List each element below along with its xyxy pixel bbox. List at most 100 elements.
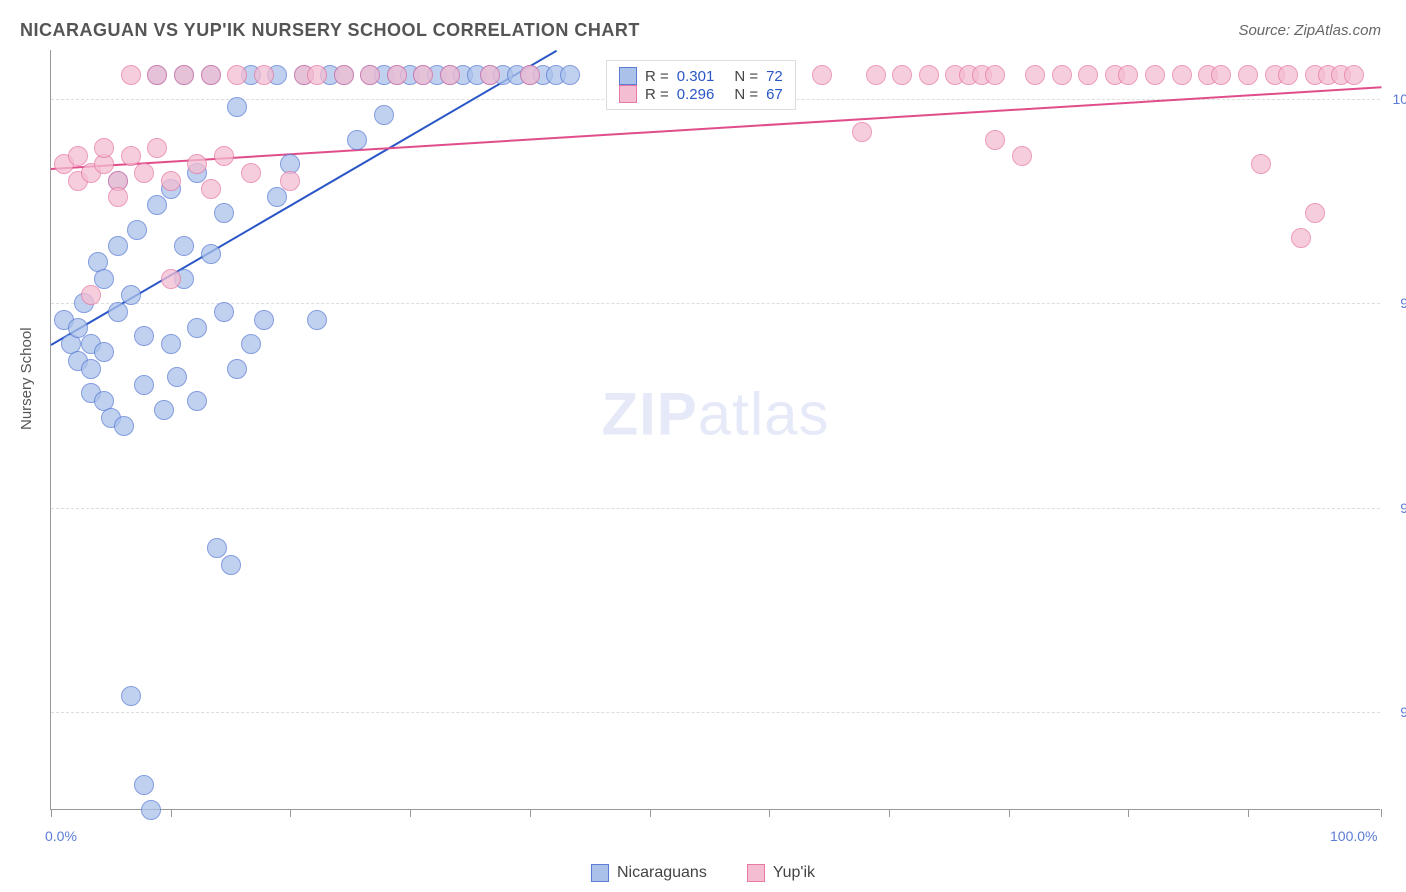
- x-tick: [290, 809, 291, 817]
- data-point: [985, 65, 1005, 85]
- swatch-icon: [747, 864, 765, 882]
- data-point: [121, 65, 141, 85]
- legend-label: Nicaraguans: [617, 864, 707, 882]
- data-point: [161, 171, 181, 191]
- data-point: [147, 65, 167, 85]
- x-tick: [1009, 809, 1010, 817]
- data-point: [334, 65, 354, 85]
- data-point: [214, 203, 234, 223]
- r-value: 0.296: [677, 86, 715, 103]
- n-value: 72: [766, 68, 783, 85]
- data-point: [94, 138, 114, 158]
- legend-item-nicaraguans: Nicaraguans: [591, 864, 707, 882]
- y-axis-title: Nursery School: [18, 327, 35, 430]
- watermark-bold: ZIP: [601, 381, 697, 448]
- gridline: [51, 303, 1380, 304]
- r-label: R =: [645, 86, 669, 103]
- data-point: [374, 105, 394, 125]
- data-point: [1078, 65, 1098, 85]
- data-point: [214, 146, 234, 166]
- data-point: [141, 800, 161, 820]
- legend-bottom: Nicaraguans Yup'ik: [591, 864, 815, 882]
- n-label: N =: [734, 86, 758, 103]
- x-tick: [530, 809, 531, 817]
- data-point: [1052, 65, 1072, 85]
- source-label: Source: ZipAtlas.com: [1238, 22, 1381, 39]
- x-tick: [1381, 809, 1382, 817]
- x-tick: [650, 809, 651, 817]
- data-point: [1118, 65, 1138, 85]
- data-point: [1251, 154, 1271, 174]
- r-label: R =: [645, 68, 669, 85]
- data-point: [267, 187, 287, 207]
- data-point: [1211, 65, 1231, 85]
- stats-legend-row: R = 0.301 N = 72: [619, 67, 783, 85]
- data-point: [161, 334, 181, 354]
- data-point: [387, 65, 407, 85]
- data-point: [227, 359, 247, 379]
- x-tick: [1248, 809, 1249, 817]
- stats-legend: R = 0.301 N = 72 R = 0.296 N = 67: [606, 60, 796, 110]
- data-point: [413, 65, 433, 85]
- swatch-icon: [619, 67, 637, 85]
- data-point: [94, 269, 114, 289]
- data-point: [187, 318, 207, 338]
- x-tick-label: 0.0%: [45, 828, 77, 844]
- y-tick-label: 95.0%: [1400, 500, 1406, 516]
- data-point: [201, 179, 221, 199]
- x-tick: [410, 809, 411, 817]
- data-point: [1238, 65, 1258, 85]
- data-point: [187, 391, 207, 411]
- y-tick-label: 100.0%: [1393, 91, 1406, 107]
- data-point: [1145, 65, 1165, 85]
- data-point: [480, 65, 500, 85]
- data-point: [360, 65, 380, 85]
- gridline: [51, 712, 1380, 713]
- data-point: [108, 302, 128, 322]
- data-point: [108, 236, 128, 256]
- data-point: [985, 130, 1005, 150]
- chart-container: NICARAGUAN VS YUP'IK NURSERY SCHOOL CORR…: [0, 0, 1406, 892]
- data-point: [520, 65, 540, 85]
- data-point: [1012, 146, 1032, 166]
- data-point: [147, 138, 167, 158]
- data-point: [127, 220, 147, 240]
- data-point: [167, 367, 187, 387]
- data-point: [892, 65, 912, 85]
- data-point: [108, 187, 128, 207]
- n-value: 67: [766, 86, 783, 103]
- data-point: [187, 154, 207, 174]
- data-point: [121, 686, 141, 706]
- data-point: [440, 65, 460, 85]
- data-point: [254, 65, 274, 85]
- x-tick: [171, 809, 172, 817]
- data-point: [134, 375, 154, 395]
- stats-legend-row: R = 0.296 N = 67: [619, 85, 783, 103]
- data-point: [134, 775, 154, 795]
- data-point: [134, 163, 154, 183]
- data-point: [154, 400, 174, 420]
- legend-item-yupik: Yup'ik: [747, 864, 815, 882]
- data-point: [174, 65, 194, 85]
- x-tick-label: 100.0%: [1330, 828, 1377, 844]
- n-label: N =: [734, 68, 758, 85]
- y-tick-label: 92.5%: [1400, 704, 1406, 720]
- data-point: [221, 555, 241, 575]
- data-point: [81, 359, 101, 379]
- watermark-light: atlas: [698, 381, 830, 448]
- data-point: [174, 236, 194, 256]
- data-point: [201, 244, 221, 264]
- y-tick-label: 97.5%: [1400, 295, 1406, 311]
- x-tick: [51, 809, 52, 817]
- chart-title: NICARAGUAN VS YUP'IK NURSERY SCHOOL CORR…: [20, 20, 640, 41]
- data-point: [241, 334, 261, 354]
- data-point: [147, 195, 167, 215]
- data-point: [1305, 203, 1325, 223]
- data-point: [866, 65, 886, 85]
- data-point: [280, 171, 300, 191]
- gridline: [51, 508, 1380, 509]
- data-point: [1291, 228, 1311, 248]
- plot-area: ZIPatlas 92.5%95.0%97.5%100.0%R = 0.301N…: [50, 50, 1380, 810]
- data-point: [161, 269, 181, 289]
- r-value: 0.301: [677, 68, 715, 85]
